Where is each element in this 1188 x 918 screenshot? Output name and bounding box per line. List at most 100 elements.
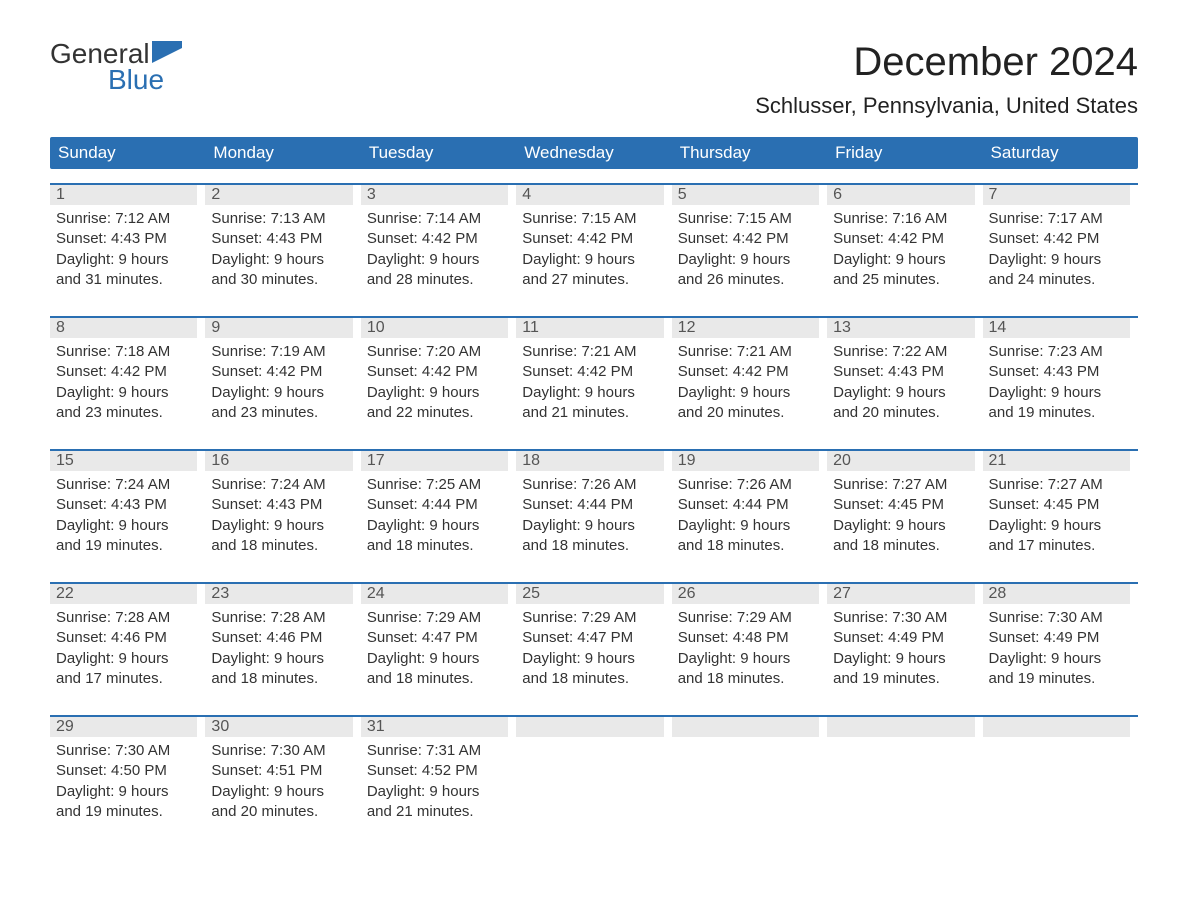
day-cell: 11Sunrise: 7:21 AMSunset: 4:42 PMDayligh… (516, 318, 671, 435)
day-sunrise: Sunrise: 7:30 AM (56, 741, 197, 761)
day-sunset: Sunset: 4:42 PM (989, 229, 1130, 249)
day-sunset: Sunset: 4:42 PM (522, 229, 663, 249)
day-info: Sunrise: 7:27 AMSunset: 4:45 PMDaylight:… (983, 475, 1130, 556)
brand-logo: General Blue (50, 40, 182, 94)
day-dl1: Daylight: 9 hours (56, 516, 197, 536)
day-info: Sunrise: 7:24 AMSunset: 4:43 PMDaylight:… (205, 475, 352, 556)
day-dl1: Daylight: 9 hours (522, 383, 663, 403)
date-number: 19 (672, 451, 819, 471)
day-dl2: and 18 minutes. (678, 669, 819, 689)
day-dl1: Daylight: 9 hours (522, 250, 663, 270)
day-dl1: Daylight: 9 hours (522, 516, 663, 536)
date-number: 10 (361, 318, 508, 338)
date-number: 22 (50, 584, 197, 604)
day-cell: 17Sunrise: 7:25 AMSunset: 4:44 PMDayligh… (361, 451, 516, 568)
day-sunset: Sunset: 4:42 PM (211, 362, 352, 382)
day-cell (516, 717, 671, 834)
day-sunrise: Sunrise: 7:23 AM (989, 342, 1130, 362)
title-block: December 2024 Schlusser, Pennsylvania, U… (755, 40, 1138, 119)
date-number: 5 (672, 185, 819, 205)
day-dl1: Daylight: 9 hours (367, 649, 508, 669)
day-dl2: and 19 minutes. (989, 669, 1130, 689)
day-dl1: Daylight: 9 hours (211, 649, 352, 669)
day-dl1: Daylight: 9 hours (56, 782, 197, 802)
day-dl1: Daylight: 9 hours (56, 649, 197, 669)
day-sunset: Sunset: 4:46 PM (211, 628, 352, 648)
day-sunrise: Sunrise: 7:30 AM (211, 741, 352, 761)
day-cell: 23Sunrise: 7:28 AMSunset: 4:46 PMDayligh… (205, 584, 360, 701)
day-info: Sunrise: 7:13 AMSunset: 4:43 PMDaylight:… (205, 209, 352, 290)
day-sunrise: Sunrise: 7:28 AM (211, 608, 352, 628)
date-number: 20 (827, 451, 974, 471)
logo-word-blue: Blue (108, 66, 164, 94)
day-dl1: Daylight: 9 hours (678, 250, 819, 270)
day-info: Sunrise: 7:12 AMSunset: 4:43 PMDaylight:… (50, 209, 197, 290)
date-number: 29 (50, 717, 197, 737)
date-number: 15 (50, 451, 197, 471)
day-cell: 6Sunrise: 7:16 AMSunset: 4:42 PMDaylight… (827, 185, 982, 302)
day-dl2: and 19 minutes. (56, 802, 197, 822)
day-dl1: Daylight: 9 hours (211, 782, 352, 802)
day-dl2: and 18 minutes. (211, 536, 352, 556)
day-info: Sunrise: 7:29 AMSunset: 4:47 PMDaylight:… (516, 608, 663, 689)
day-info: Sunrise: 7:26 AMSunset: 4:44 PMDaylight:… (516, 475, 663, 556)
day-info: Sunrise: 7:26 AMSunset: 4:44 PMDaylight:… (672, 475, 819, 556)
day-dl2: and 18 minutes. (367, 536, 508, 556)
date-number: 13 (827, 318, 974, 338)
day-sunset: Sunset: 4:43 PM (56, 229, 197, 249)
day-cell: 4 Sunrise: 7:15 AMSunset: 4:42 PMDaylight… (516, 185, 671, 302)
day-sunrise: Sunrise: 7:27 AM (989, 475, 1130, 495)
day-dl2: and 18 minutes. (522, 669, 663, 689)
day-dl2: and 18 minutes. (522, 536, 663, 556)
day-sunrise: Sunrise: 7:26 AM (522, 475, 663, 495)
day-info: Sunrise: 7:17 AMSunset: 4:42 PMDaylight:… (983, 209, 1130, 290)
day-sunrise: Sunrise: 7:15 AM (678, 209, 819, 229)
day-dl2: and 27 minutes. (522, 270, 663, 290)
date-number: 14 (983, 318, 1130, 338)
date-number: 8 (50, 318, 197, 338)
date-number: 4 (516, 185, 663, 205)
day-sunset: Sunset: 4:47 PM (522, 628, 663, 648)
day-info: Sunrise: 7:31 AMSunset: 4:52 PMDaylight:… (361, 741, 508, 822)
day-info: Sunrise: 7:22 AMSunset: 4:43 PMDaylight:… (827, 342, 974, 423)
day-dl1: Daylight: 9 hours (833, 516, 974, 536)
date-number: 9 (205, 318, 352, 338)
day-cell: 19 Sunrise: 7:26 AMSunset: 4:44 PMDayligh… (672, 451, 827, 568)
day-dl2: and 25 minutes. (833, 270, 974, 290)
day-sunset: Sunset: 4:46 PM (56, 628, 197, 648)
date-number: 3 (361, 185, 508, 205)
day-info: Sunrise: 7:15 AMSunset: 4:42 PMDaylight:… (516, 209, 663, 290)
day-info: Sunrise: 7:27 AMSunset: 4:45 PMDaylight:… (827, 475, 974, 556)
day-sunrise: Sunrise: 7:29 AM (678, 608, 819, 628)
day-dl2: and 23 minutes. (211, 403, 352, 423)
day-sunset: Sunset: 4:43 PM (211, 229, 352, 249)
week-row: 1Sunrise: 7:12 AMSunset: 4:43 PMDaylight… (50, 183, 1138, 302)
day-sunset: Sunset: 4:52 PM (367, 761, 508, 781)
day-cell: 14Sunrise: 7:23 AMSunset: 4:43 PMDayligh… (983, 318, 1138, 435)
day-cell: 31Sunrise: 7:31 AMSunset: 4:52 PMDayligh… (361, 717, 516, 834)
day-dl2: and 19 minutes. (833, 669, 974, 689)
day-header-sunday: Sunday (50, 137, 205, 169)
day-cell: 21Sunrise: 7:27 AMSunset: 4:45 PMDayligh… (983, 451, 1138, 568)
day-sunrise: Sunrise: 7:21 AM (678, 342, 819, 362)
day-cell: 26Sunrise: 7:29 AMSunset: 4:48 PMDayligh… (672, 584, 827, 701)
day-sunrise: Sunrise: 7:18 AM (56, 342, 197, 362)
page-header: General Blue December 2024 Schlusser, Pe… (50, 40, 1138, 119)
date-number: 2 (205, 185, 352, 205)
day-cell: 12Sunrise: 7:21 AMSunset: 4:42 PMDayligh… (672, 318, 827, 435)
day-info: Sunrise: 7:25 AMSunset: 4:44 PMDaylight:… (361, 475, 508, 556)
day-dl1: Daylight: 9 hours (367, 782, 508, 802)
day-info: Sunrise: 7:24 AMSunset: 4:43 PMDaylight:… (50, 475, 197, 556)
weeks-container: 1Sunrise: 7:12 AMSunset: 4:43 PMDaylight… (50, 183, 1138, 834)
day-sunrise: Sunrise: 7:19 AM (211, 342, 352, 362)
date-number: 7 (983, 185, 1130, 205)
day-sunrise: Sunrise: 7:13 AM (211, 209, 352, 229)
day-dl1: Daylight: 9 hours (989, 250, 1130, 270)
day-sunrise: Sunrise: 7:25 AM (367, 475, 508, 495)
day-info: Sunrise: 7:30 AMSunset: 4:49 PMDaylight:… (827, 608, 974, 689)
day-sunset: Sunset: 4:44 PM (678, 495, 819, 515)
day-sunset: Sunset: 4:45 PM (833, 495, 974, 515)
date-number-empty (516, 717, 663, 737)
day-sunrise: Sunrise: 7:21 AM (522, 342, 663, 362)
date-number: 24 (361, 584, 508, 604)
